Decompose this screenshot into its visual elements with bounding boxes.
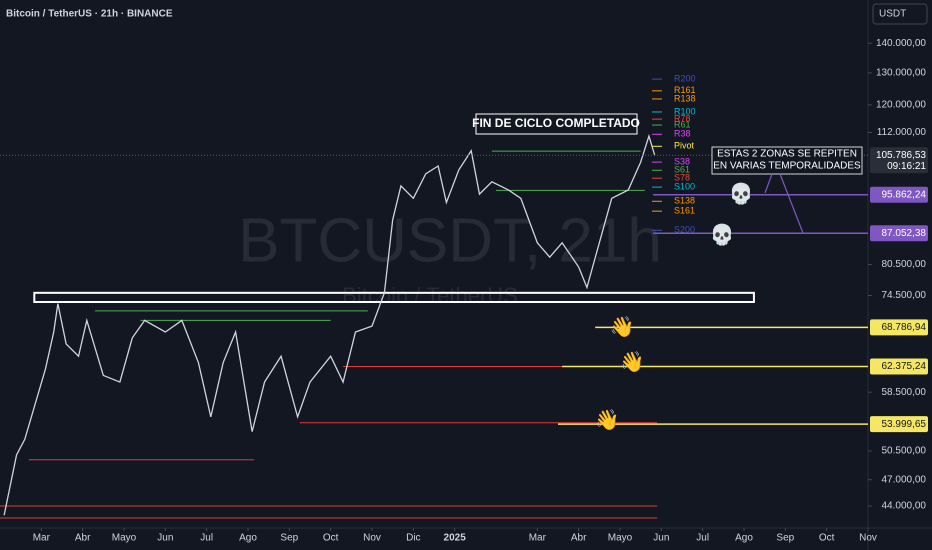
x-tick-label: Oct bbox=[323, 533, 339, 544]
y-tick-label: 130.000,00 bbox=[876, 68, 926, 79]
annotation-box bbox=[475, 113, 638, 135]
annotation: EN VARIAS TEMPORALIDADES bbox=[713, 161, 861, 172]
y-tick-label: 47.000,00 bbox=[882, 474, 927, 485]
x-tick-label: Nov bbox=[859, 533, 877, 544]
range-box bbox=[33, 291, 755, 303]
pivot-label: R61 bbox=[674, 119, 691, 129]
pivot-label: R200 bbox=[674, 73, 696, 83]
level-label-bg bbox=[870, 358, 928, 375]
pivot-label: S38 bbox=[674, 156, 690, 166]
icon: 👋 bbox=[595, 408, 620, 431]
level-label: 95.862,24 bbox=[882, 189, 927, 200]
pivot-label: R78 bbox=[674, 114, 691, 124]
pivot-label: R100 bbox=[674, 106, 696, 116]
pivot-label: Pivot bbox=[674, 141, 695, 151]
x-tick-label: Oct bbox=[819, 533, 835, 544]
pivot-label: S138 bbox=[674, 196, 695, 206]
icon: 👋 bbox=[620, 350, 645, 373]
x-tick-label: 2025 bbox=[444, 533, 467, 544]
level-label-bg bbox=[870, 319, 928, 336]
y-tick-label: 74.500,00 bbox=[882, 290, 927, 301]
last-price-bg bbox=[870, 147, 928, 174]
watermark-sub: Bitcoin / TetherUS bbox=[342, 283, 518, 308]
countdown: 09:16:21 bbox=[887, 161, 926, 172]
level-label-bg bbox=[870, 225, 928, 242]
x-tick-label: Mar bbox=[529, 533, 547, 544]
level-label: 68.786,94 bbox=[882, 322, 927, 333]
pivot-label: S200 bbox=[674, 225, 695, 235]
level-label: 62.375,24 bbox=[882, 361, 927, 372]
icon: 💀 bbox=[710, 222, 735, 246]
x-tick-label: Nov bbox=[363, 533, 381, 544]
arrow bbox=[764, 173, 773, 194]
annotation: FIN DE CICLO COMPLETADO bbox=[472, 116, 640, 130]
icon: 💀 bbox=[729, 181, 754, 205]
x-tick-label: Jul bbox=[200, 533, 213, 544]
pivot-label: R138 bbox=[674, 93, 696, 103]
pivot-label: S100 bbox=[674, 181, 695, 191]
x-tick-label: Sep bbox=[776, 533, 794, 544]
annotation-box bbox=[711, 146, 863, 175]
arrow bbox=[779, 173, 804, 234]
chart-title: Bitcoin / TetherUS · 21h · BINANCE bbox=[6, 9, 173, 20]
y-tick-label: 58.500,00 bbox=[882, 387, 927, 398]
pivot-label: S78 bbox=[674, 173, 690, 183]
y-tick-label: 140.000,00 bbox=[876, 38, 926, 49]
y-tick-label: 80.500,00 bbox=[882, 259, 927, 270]
level-label: 87.052,38 bbox=[882, 228, 927, 239]
x-tick-label: Dic bbox=[406, 533, 420, 544]
watermark: BTCUSDT, 21h bbox=[238, 206, 662, 275]
x-tick-label: Jun bbox=[157, 533, 173, 544]
icon: 👋 bbox=[610, 315, 635, 338]
x-tick-label: Mayo bbox=[608, 533, 633, 544]
x-tick-label: Jun bbox=[653, 533, 669, 544]
y-tick-label: 120.000,00 bbox=[876, 100, 926, 111]
x-tick-label: Ago bbox=[735, 533, 753, 544]
pivot-label: R38 bbox=[674, 129, 691, 139]
pivot-label: S61 bbox=[674, 165, 690, 175]
y-tick-label: 112.000,00 bbox=[877, 127, 927, 138]
x-tick-label: Jul bbox=[696, 533, 709, 544]
x-tick-label: Abr bbox=[75, 533, 91, 544]
last-price: 105.786,53 bbox=[876, 150, 926, 161]
level-label-bg bbox=[870, 416, 928, 433]
x-tick-label: Mar bbox=[33, 533, 51, 544]
price-line bbox=[3, 133, 656, 516]
x-tick-label: Sep bbox=[280, 533, 298, 544]
currency[interactable]: USDT bbox=[879, 9, 906, 20]
x-tick-label: Ago bbox=[239, 533, 257, 544]
pivot-label: S161 bbox=[674, 206, 695, 216]
level-label-bg bbox=[870, 186, 928, 203]
y-tick-label: 50.500,00 bbox=[882, 446, 927, 457]
annotation: ESTAS 2 ZONAS SE REPITEN bbox=[717, 149, 857, 160]
x-tick-label: Mayo bbox=[112, 533, 137, 544]
currency-button[interactable] bbox=[872, 3, 928, 25]
y-tick-label: 44.000,00 bbox=[882, 501, 927, 512]
level-label: 53.999,65 bbox=[882, 419, 927, 430]
pivot-label: R161 bbox=[674, 85, 696, 95]
x-tick-label: Abr bbox=[571, 533, 587, 544]
